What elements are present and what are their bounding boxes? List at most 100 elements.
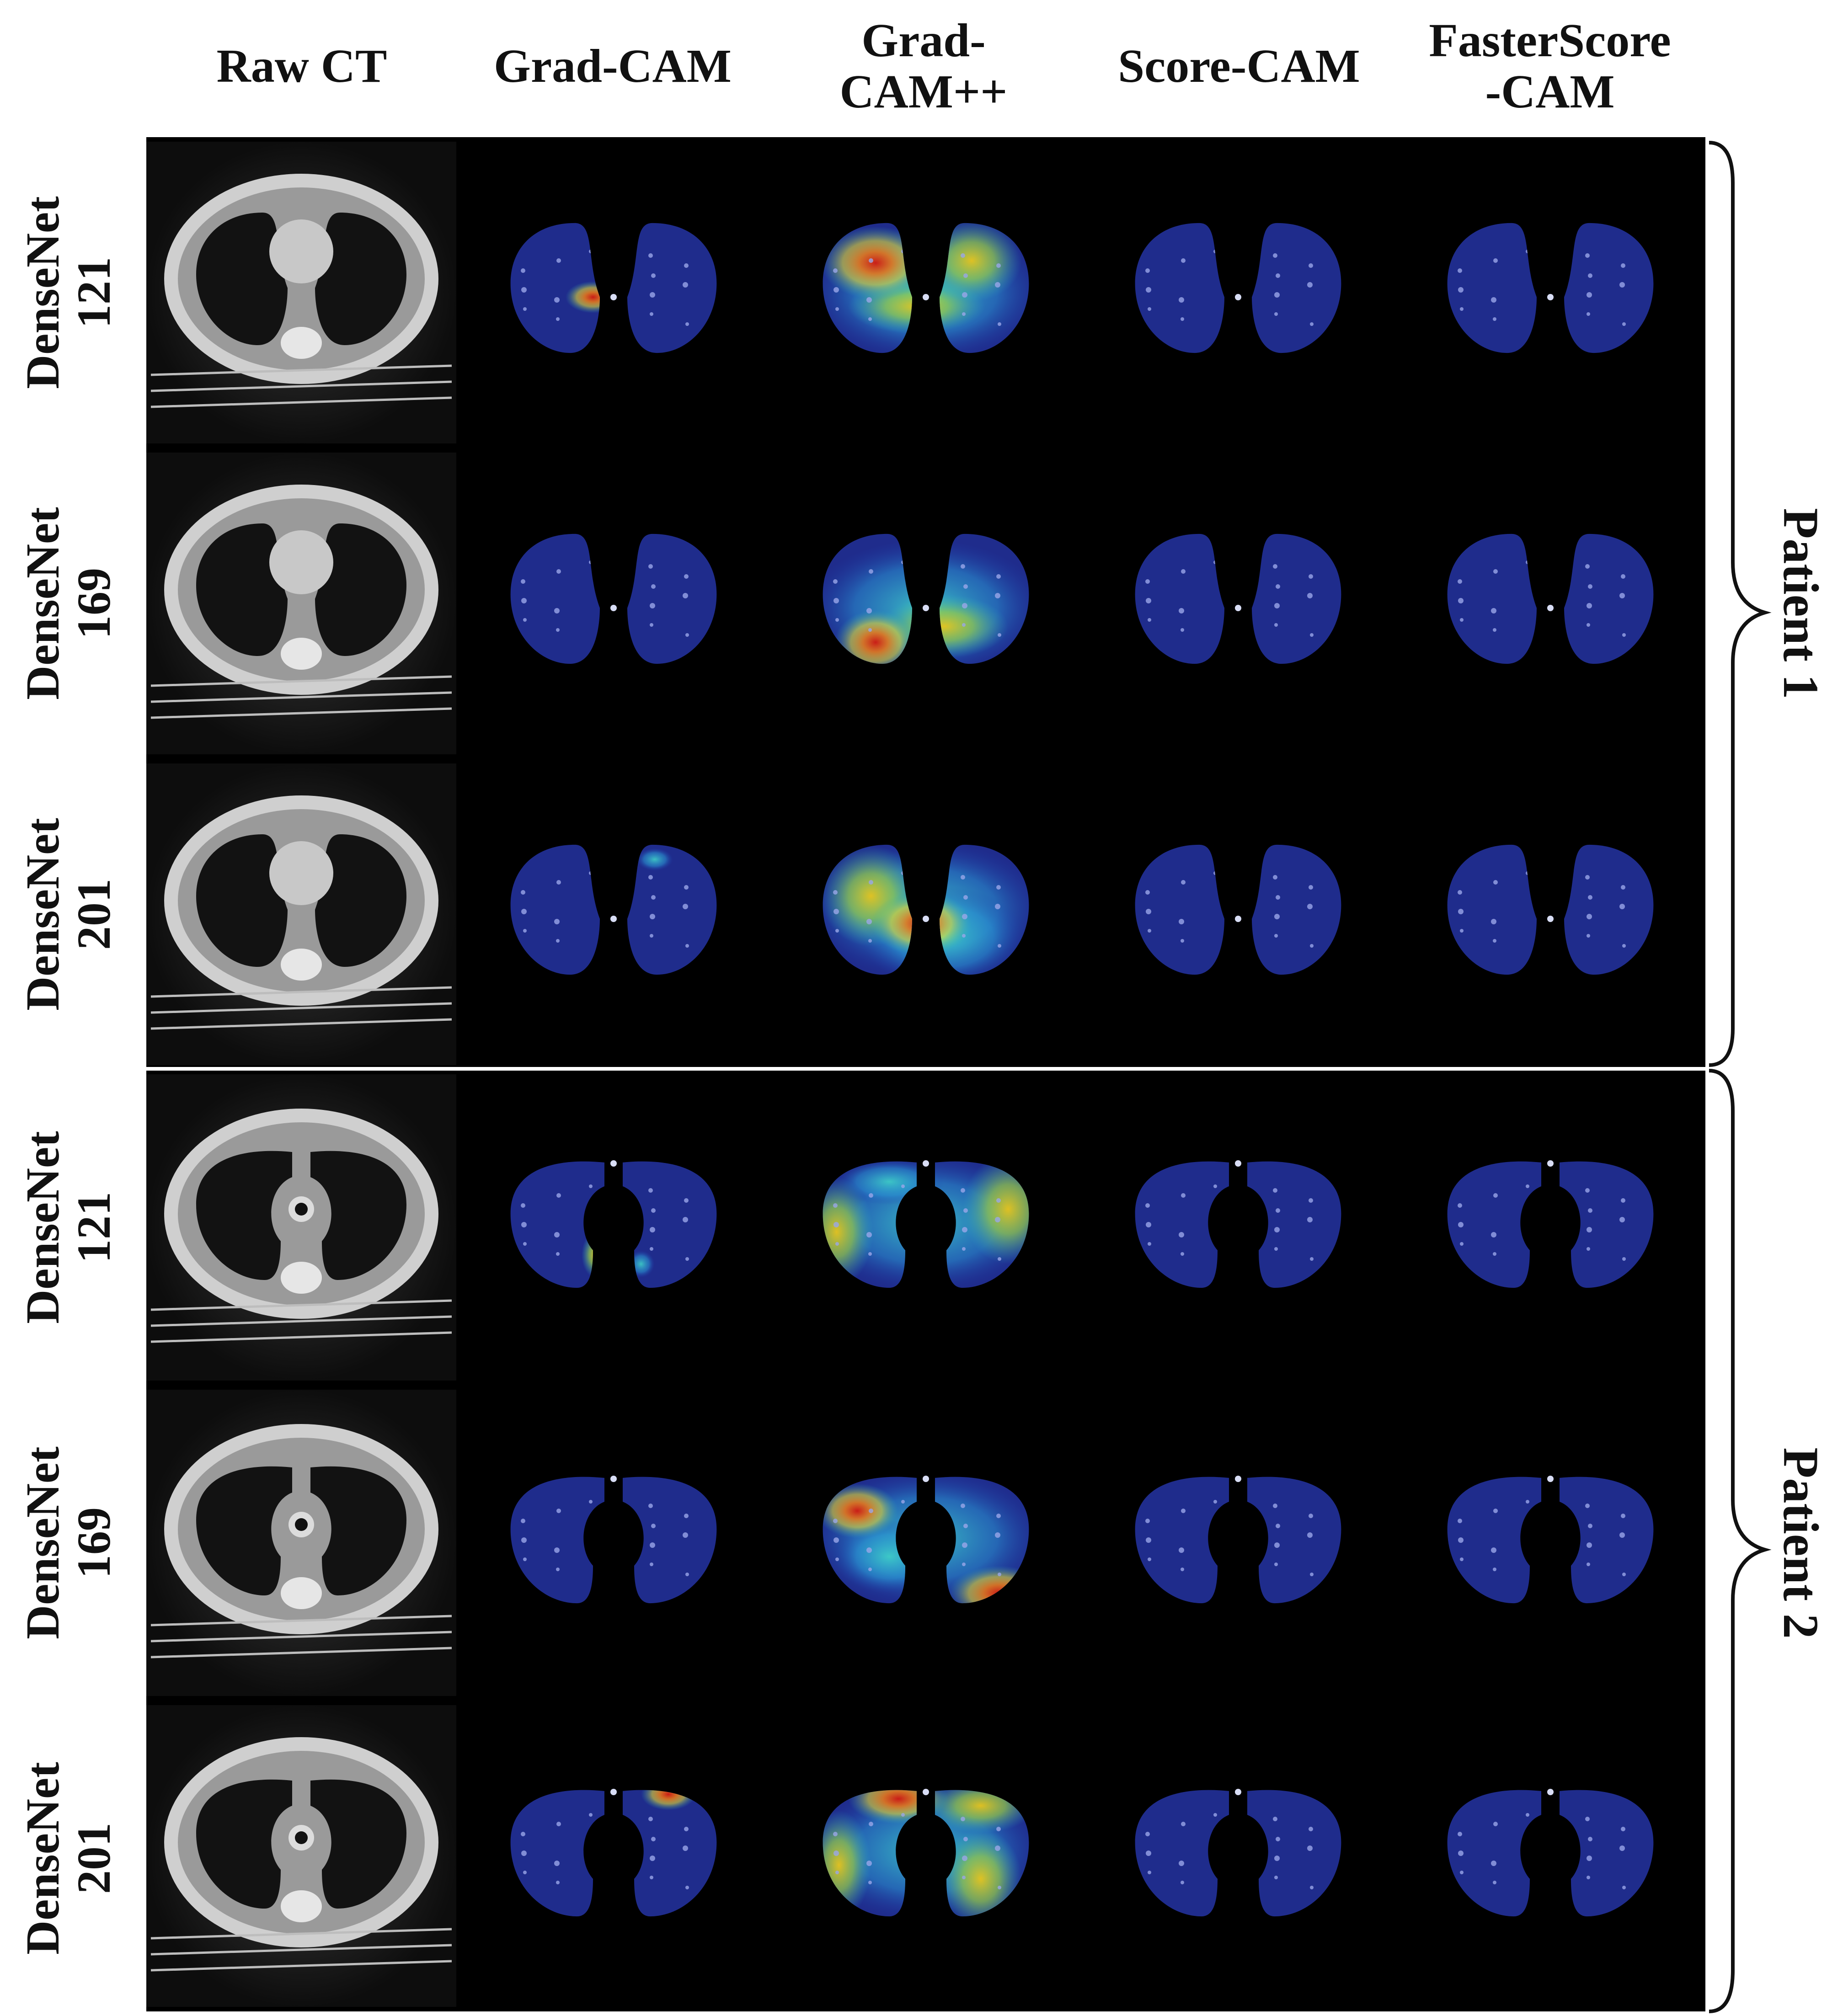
mediastinum-mark [1235, 916, 1241, 922]
lung-mask [1447, 1477, 1654, 1604]
column-header-score-cam: Score-CAM [1118, 40, 1360, 92]
vessel-speck [648, 253, 653, 258]
vessel-speck [1310, 322, 1314, 326]
mediastinum-mark [610, 605, 617, 611]
cell-r3-grad-cam [510, 844, 717, 975]
ct-lungs [196, 1466, 406, 1595]
vessel-speck [1460, 1242, 1464, 1246]
vessel-speck [998, 944, 1001, 948]
lung-mask [510, 844, 717, 975]
cell-r2-fasterscore-cam [1447, 533, 1654, 664]
cell-r5-fasterscore-cam [1447, 1476, 1654, 1604]
vessel-speck [901, 560, 905, 564]
vessel-speck [1585, 1188, 1590, 1193]
vessel-speck [866, 297, 872, 303]
vessel-speck [1181, 1252, 1184, 1256]
vessel-speck [868, 939, 872, 943]
heatmap-overlay [1145, 1500, 1314, 1576]
ct-table-line [150, 675, 452, 687]
heat-blob [627, 1250, 655, 1278]
vessel-speck [1622, 322, 1626, 326]
lung-mask [1447, 223, 1654, 353]
vessel-speck [1585, 564, 1590, 569]
heat-blob [823, 1810, 871, 1917]
vessel-speck [521, 1851, 527, 1856]
vessel-speck [868, 628, 872, 632]
heatmap-overlay [1145, 560, 1314, 637]
vessel-speck [651, 1524, 656, 1528]
vessel-speck [1587, 603, 1592, 608]
patient-divider [146, 1067, 1705, 1071]
cell-r3-grad-cam-plus-plus [823, 844, 1029, 975]
vessel-speck [1148, 307, 1151, 311]
vessel-speck [869, 1193, 873, 1198]
vessel-speck [1491, 297, 1496, 303]
vessel-speck [866, 608, 872, 613]
mediastinum-mark [1235, 1160, 1241, 1167]
vessel-speck [684, 1514, 689, 1518]
vessel-speck [683, 904, 688, 909]
mediastinum-mark [923, 1789, 929, 1795]
vessel-speck [869, 258, 873, 263]
vessel-speck [835, 1242, 839, 1246]
patient-2-brace [1709, 1069, 1772, 2013]
vessel-speck [998, 322, 1001, 326]
vessel-speck [1181, 1881, 1184, 1884]
mediastinum-mark [1547, 916, 1554, 922]
vessel-speck [901, 1500, 905, 1504]
vessel-speck [1181, 1822, 1186, 1826]
vessel-speck [1146, 909, 1151, 914]
cell-r5-score-cam [1135, 1476, 1341, 1604]
vessel-speck [1181, 317, 1184, 321]
vessel-speck [1587, 1247, 1590, 1251]
vessel-speck [1181, 569, 1186, 574]
vessel-speck [1274, 1563, 1278, 1566]
vessel-speck [1307, 282, 1313, 288]
vessel-speck [868, 317, 872, 321]
vessel-speck [1493, 1568, 1496, 1571]
vessel-speck [554, 608, 560, 613]
cell-r2-score-cam [1135, 533, 1341, 664]
column-header-grad-cam: Grad-CAM [494, 40, 732, 92]
vessel-speck [962, 603, 967, 608]
ct-heart [269, 841, 333, 905]
vessel-speck [1310, 633, 1314, 637]
row-label-densenet169-p2: DenseNet 169 [16, 1446, 121, 1639]
ct-image-grid [146, 142, 1654, 2007]
heat-blob [871, 891, 972, 955]
patient-2-label: Patient 2 [1773, 1447, 1827, 1639]
vessel-speck [1213, 1500, 1217, 1504]
vessel-speck [1213, 1184, 1217, 1188]
lung-mask [1135, 844, 1341, 975]
vessel-speck [589, 250, 593, 253]
vessel-speck [521, 890, 525, 895]
vessel-speck [523, 1242, 527, 1246]
ct-heart [269, 530, 333, 594]
vessel-speck [963, 1837, 968, 1841]
vessel-speck [1491, 608, 1496, 613]
vessel-speck [650, 312, 653, 316]
vessel-speck [963, 1524, 968, 1528]
vessel-speck [683, 1532, 688, 1538]
vessel-speck [1309, 574, 1313, 579]
vessel-speck [833, 1851, 839, 1856]
vessel-speck [962, 914, 967, 919]
vessel-speck [1493, 1509, 1498, 1513]
vessel-speck [1526, 560, 1529, 564]
vessel-speck [1585, 253, 1590, 258]
vessel-speck [1146, 1537, 1151, 1543]
mediastinum-mark [1235, 1476, 1241, 1482]
vessel-speck [651, 1208, 656, 1213]
mediastinum-mark [610, 916, 617, 922]
vessel-speck [650, 934, 653, 938]
vessel-speck [1179, 297, 1184, 303]
vessel-speck [1588, 1208, 1592, 1213]
vessel-speck [1587, 1542, 1592, 1548]
vessel-speck [1309, 1827, 1313, 1831]
vessel-speck [833, 268, 838, 273]
vessel-speck [650, 1856, 655, 1861]
ct-spine [281, 1890, 322, 1922]
row-label-densenet169-p1: DenseNet 169 [16, 507, 121, 700]
heatmap-overlay [521, 848, 689, 948]
vessel-speck [1493, 939, 1496, 943]
